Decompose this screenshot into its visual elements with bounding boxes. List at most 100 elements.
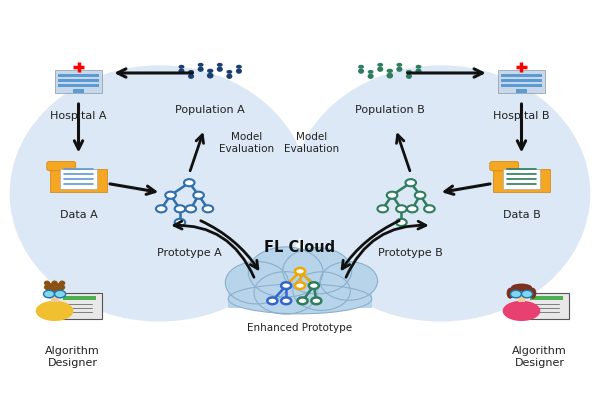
Text: Data B: Data B bbox=[503, 210, 541, 220]
Ellipse shape bbox=[236, 69, 242, 74]
Ellipse shape bbox=[228, 284, 372, 314]
FancyBboxPatch shape bbox=[493, 169, 550, 192]
Circle shape bbox=[188, 70, 194, 74]
Circle shape bbox=[396, 219, 407, 226]
Ellipse shape bbox=[44, 283, 65, 292]
Text: Algorithm
Designer: Algorithm Designer bbox=[45, 346, 100, 368]
Circle shape bbox=[281, 297, 291, 304]
Ellipse shape bbox=[368, 74, 374, 79]
Text: Population A: Population A bbox=[175, 105, 245, 115]
Text: FL Cloud: FL Cloud bbox=[265, 240, 335, 255]
Circle shape bbox=[248, 247, 323, 297]
FancyBboxPatch shape bbox=[58, 79, 99, 82]
FancyBboxPatch shape bbox=[501, 79, 542, 82]
Ellipse shape bbox=[506, 288, 514, 299]
Ellipse shape bbox=[406, 74, 412, 79]
Circle shape bbox=[415, 192, 425, 199]
FancyBboxPatch shape bbox=[518, 297, 525, 301]
Circle shape bbox=[295, 268, 305, 275]
FancyBboxPatch shape bbox=[64, 296, 96, 300]
Text: Model
Evaluation: Model Evaluation bbox=[219, 133, 274, 154]
FancyBboxPatch shape bbox=[47, 162, 76, 171]
Circle shape bbox=[293, 272, 350, 310]
Circle shape bbox=[368, 70, 374, 74]
FancyBboxPatch shape bbox=[503, 169, 540, 189]
Ellipse shape bbox=[512, 287, 531, 300]
FancyBboxPatch shape bbox=[58, 293, 102, 319]
Circle shape bbox=[207, 69, 214, 73]
Circle shape bbox=[254, 272, 317, 314]
Ellipse shape bbox=[503, 301, 541, 321]
Circle shape bbox=[377, 63, 383, 67]
Circle shape bbox=[281, 282, 291, 289]
Circle shape bbox=[320, 262, 377, 300]
Circle shape bbox=[175, 205, 185, 212]
Ellipse shape bbox=[178, 69, 185, 74]
Circle shape bbox=[406, 179, 416, 186]
Circle shape bbox=[311, 297, 322, 304]
Ellipse shape bbox=[44, 280, 50, 286]
Circle shape bbox=[55, 290, 65, 298]
Circle shape bbox=[295, 282, 305, 289]
Circle shape bbox=[236, 65, 242, 69]
FancyBboxPatch shape bbox=[515, 89, 527, 93]
Ellipse shape bbox=[386, 73, 393, 79]
Circle shape bbox=[197, 63, 203, 67]
Ellipse shape bbox=[217, 66, 223, 72]
Text: Hospital A: Hospital A bbox=[50, 111, 107, 121]
Ellipse shape bbox=[397, 66, 403, 72]
FancyBboxPatch shape bbox=[55, 70, 101, 93]
FancyBboxPatch shape bbox=[58, 73, 99, 77]
FancyBboxPatch shape bbox=[228, 284, 372, 308]
FancyBboxPatch shape bbox=[490, 162, 519, 171]
Circle shape bbox=[203, 205, 213, 212]
FancyBboxPatch shape bbox=[51, 297, 58, 301]
Circle shape bbox=[298, 297, 308, 304]
Ellipse shape bbox=[36, 301, 73, 321]
Circle shape bbox=[386, 69, 393, 73]
Circle shape bbox=[156, 205, 167, 212]
Ellipse shape bbox=[197, 66, 203, 72]
Circle shape bbox=[396, 205, 407, 212]
Ellipse shape bbox=[207, 73, 214, 79]
Circle shape bbox=[283, 248, 352, 294]
Ellipse shape bbox=[45, 287, 64, 300]
Ellipse shape bbox=[511, 284, 532, 292]
Circle shape bbox=[217, 63, 223, 67]
Ellipse shape bbox=[10, 65, 309, 322]
FancyBboxPatch shape bbox=[530, 296, 563, 300]
Circle shape bbox=[416, 65, 421, 69]
Circle shape bbox=[358, 65, 364, 69]
Ellipse shape bbox=[358, 69, 364, 74]
FancyBboxPatch shape bbox=[524, 293, 569, 319]
Circle shape bbox=[424, 205, 435, 212]
Circle shape bbox=[193, 192, 204, 199]
FancyBboxPatch shape bbox=[501, 84, 542, 87]
Ellipse shape bbox=[377, 66, 383, 72]
Ellipse shape bbox=[226, 74, 232, 79]
Ellipse shape bbox=[59, 280, 65, 286]
Circle shape bbox=[225, 262, 289, 304]
Text: Prototype B: Prototype B bbox=[379, 248, 443, 258]
FancyBboxPatch shape bbox=[58, 84, 99, 87]
Text: Hospital B: Hospital B bbox=[493, 111, 550, 121]
Circle shape bbox=[511, 290, 521, 298]
Circle shape bbox=[165, 192, 176, 199]
Circle shape bbox=[377, 205, 388, 212]
Text: Model
Evaluation: Model Evaluation bbox=[284, 133, 339, 154]
FancyBboxPatch shape bbox=[501, 73, 542, 77]
Circle shape bbox=[309, 282, 319, 289]
Circle shape bbox=[406, 70, 412, 74]
Circle shape bbox=[407, 205, 418, 212]
Circle shape bbox=[397, 63, 403, 67]
Circle shape bbox=[185, 205, 196, 212]
FancyBboxPatch shape bbox=[499, 70, 545, 93]
Text: Data A: Data A bbox=[59, 210, 97, 220]
Circle shape bbox=[184, 179, 194, 186]
Text: Enhanced Prototype: Enhanced Prototype bbox=[247, 323, 353, 333]
Ellipse shape bbox=[188, 74, 194, 79]
Ellipse shape bbox=[52, 280, 58, 286]
Circle shape bbox=[179, 65, 184, 69]
Circle shape bbox=[268, 297, 277, 304]
Circle shape bbox=[387, 192, 397, 199]
